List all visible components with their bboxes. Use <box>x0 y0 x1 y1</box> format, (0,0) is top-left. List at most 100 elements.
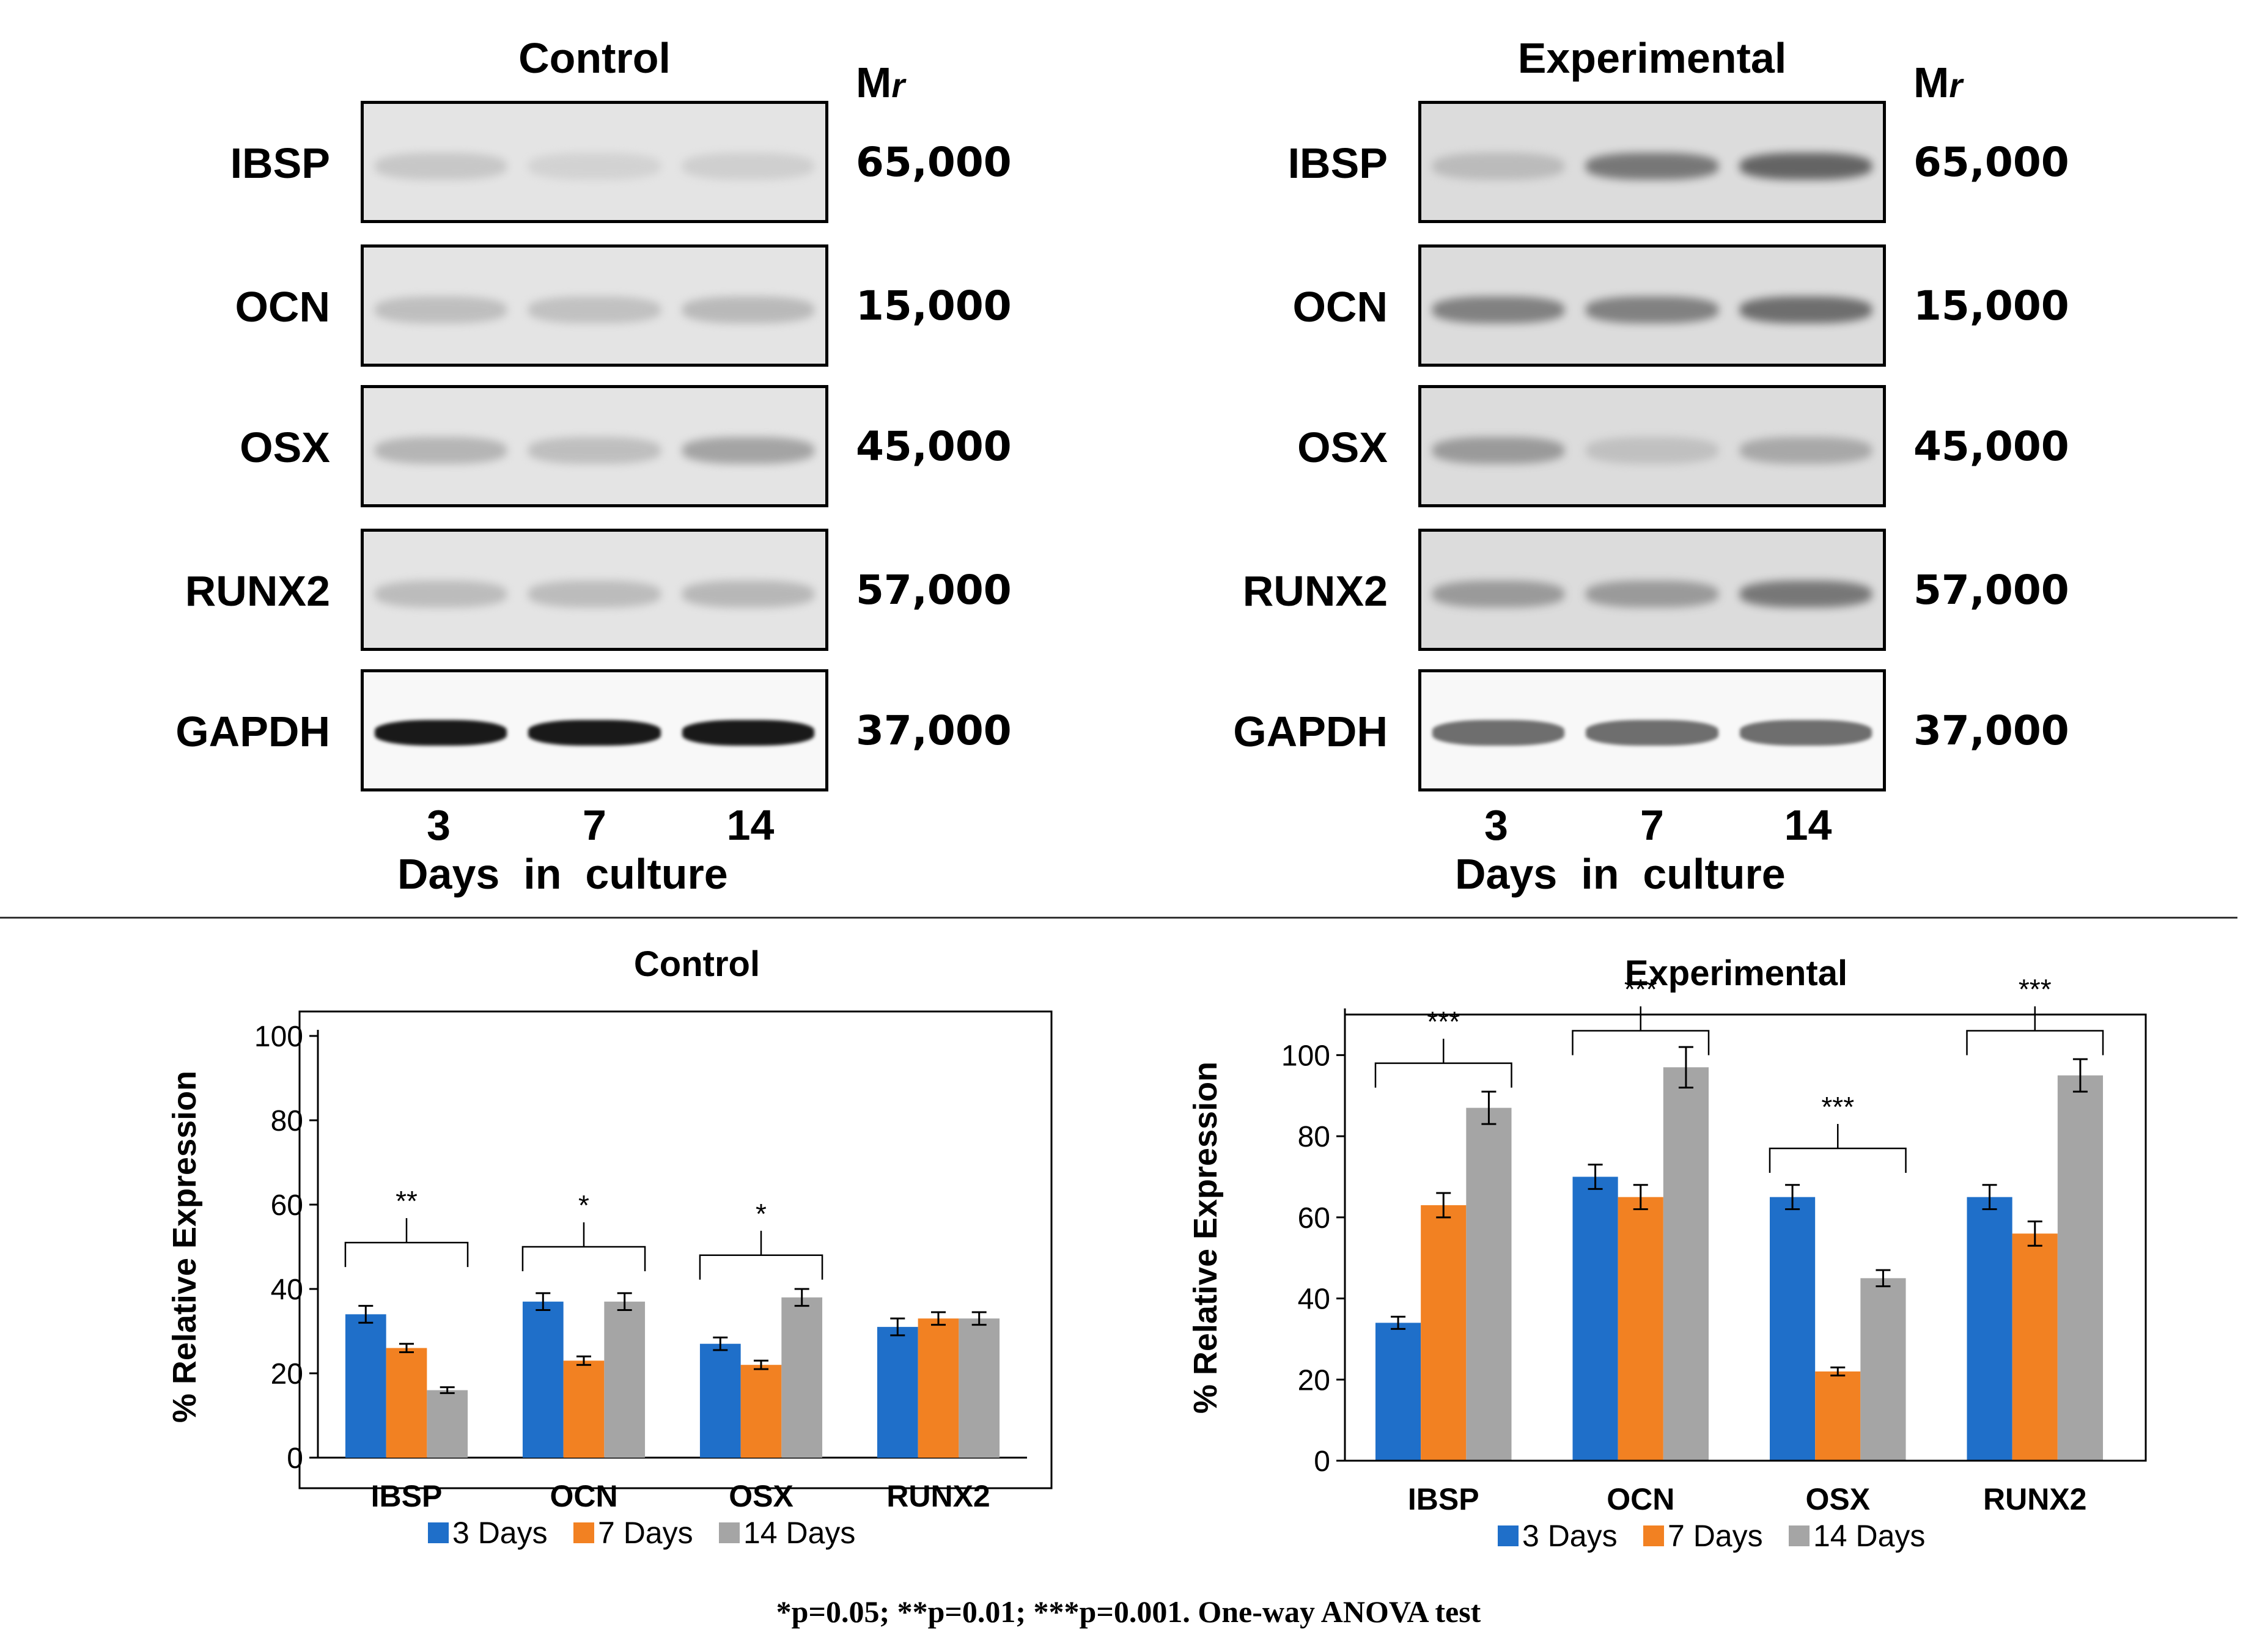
protein-band <box>528 720 661 746</box>
significance-bracket <box>1966 1030 2104 1055</box>
blot-strip <box>361 669 828 791</box>
bar <box>781 1297 823 1458</box>
molecular-weight: 37,000 <box>1913 707 2069 754</box>
protein-band <box>682 437 815 464</box>
legend-swatch <box>1789 1525 1810 1546</box>
protein-label: RUNX2 <box>185 567 330 615</box>
bar <box>1618 1197 1663 1461</box>
molecular-weight-header: Mr <box>856 59 905 106</box>
protein-band <box>1739 581 1872 608</box>
x-tick-label: IBSP <box>371 1479 443 1513</box>
bar <box>1421 1205 1467 1461</box>
protein-band <box>1432 153 1565 180</box>
protein-label: GAPDH <box>1233 708 1388 755</box>
bar <box>427 1390 468 1458</box>
blot-strip <box>1418 385 1886 507</box>
protein-band <box>1432 437 1565 464</box>
protein-label: OSX <box>240 424 330 471</box>
molecular-weight: 45,000 <box>856 423 1012 470</box>
y-axis-label: % Relative Expression <box>166 1071 203 1423</box>
protein-label: RUNX2 <box>1242 567 1388 615</box>
lane-day-label: 14 <box>726 801 775 849</box>
protein-band <box>1586 296 1718 323</box>
legend-label: 3 Days <box>452 1516 548 1550</box>
bar <box>2012 1233 2058 1461</box>
bar <box>1572 1177 1618 1461</box>
control-chart-svg: Control % Relative Expression 0 20 40 60 80 100… <box>166 944 1053 1550</box>
lane-day-label: 3 <box>427 801 451 849</box>
chart-title: Control <box>634 944 760 984</box>
protein-band <box>1586 437 1718 464</box>
protein-band <box>682 153 815 180</box>
protein-band <box>374 153 507 180</box>
bar <box>699 1343 741 1458</box>
molecular-weight: 37,000 <box>856 707 1012 754</box>
y-tick-label: 20 <box>271 1358 303 1390</box>
blot-strip <box>1418 101 1886 223</box>
protein-label: GAPDH <box>175 708 330 755</box>
section-divider <box>0 917 2237 919</box>
lane-day-label: 3 <box>1484 801 1508 849</box>
significance-bracket <box>699 1254 823 1280</box>
legend-swatch <box>573 1522 594 1543</box>
protein-band <box>528 153 661 180</box>
y-tick-label: 100 <box>254 1021 303 1053</box>
significance-stars: *** <box>1624 974 1657 1005</box>
x-tick-label: OSX <box>729 1479 793 1513</box>
bar <box>2057 1075 2104 1461</box>
blot-title: Experimental <box>1517 34 1787 82</box>
protein-label: OCN <box>235 283 330 331</box>
protein-band <box>1739 437 1872 464</box>
protein-band <box>682 581 815 608</box>
protein-label: OSX <box>1297 424 1388 471</box>
legend-label: 14 Days <box>743 1516 855 1550</box>
protein-label: IBSP <box>230 139 330 187</box>
protein-label: OCN <box>1292 283 1388 331</box>
y-tick-label: 60 <box>1298 1202 1330 1235</box>
bar <box>1860 1278 1906 1461</box>
lane-caption: Days in culture <box>1455 850 1786 898</box>
lane-day-label: 7 <box>1640 801 1664 849</box>
legend-label: 7 Days <box>598 1516 693 1550</box>
bar <box>563 1360 605 1458</box>
protein-band <box>1739 720 1872 746</box>
x-tick-label: RUNX2 <box>886 1479 990 1513</box>
legend-swatch <box>428 1522 449 1543</box>
protein-band <box>528 296 661 323</box>
bar <box>1466 1107 1512 1461</box>
bar <box>1769 1197 1816 1461</box>
protein-band <box>528 581 661 608</box>
bar <box>1663 1067 1709 1461</box>
bar <box>604 1301 646 1458</box>
bar <box>959 1318 1000 1458</box>
protein-band <box>1739 153 1872 180</box>
legend-label: 14 Days <box>1813 1519 1925 1553</box>
bar <box>1815 1371 1861 1461</box>
chart-title: Experimental <box>1625 953 1847 993</box>
x-tick-label: OCN <box>1607 1482 1674 1516</box>
bar <box>740 1365 782 1458</box>
y-tick-label: 80 <box>271 1105 303 1137</box>
blot-strip <box>361 101 828 223</box>
y-axis-label: % Relative Expression <box>1187 1062 1224 1414</box>
molecular-weight: 65,000 <box>856 139 1012 186</box>
x-tick-label: IBSP <box>1408 1482 1479 1516</box>
x-tick-label: OCN <box>550 1479 617 1513</box>
x-tick-label: RUNX2 <box>1983 1482 2086 1516</box>
molecular-weight: 57,000 <box>856 567 1012 614</box>
y-tick-label: 20 <box>1298 1364 1330 1397</box>
protein-band <box>374 581 507 608</box>
protein-band <box>1586 581 1718 608</box>
lane-day-label: 14 <box>1784 801 1832 849</box>
bar <box>877 1327 918 1458</box>
protein-band <box>682 720 815 746</box>
blot-strip <box>361 244 828 367</box>
protein-band <box>374 720 507 746</box>
molecular-weight: 45,000 <box>1913 423 2069 470</box>
molecular-weight: 57,000 <box>1913 567 2069 614</box>
experimental-chart-svg: Experimental % Relative Expression 0 20 40 60… <box>1187 953 2147 1553</box>
y-tick-label: 80 <box>1298 1121 1330 1153</box>
significance-bracket <box>1769 1147 1907 1173</box>
chart-frame <box>298 1010 1053 1489</box>
footnote: *p=0.05; **p=0.01; ***p=0.001. One-way A… <box>776 1595 1481 1629</box>
